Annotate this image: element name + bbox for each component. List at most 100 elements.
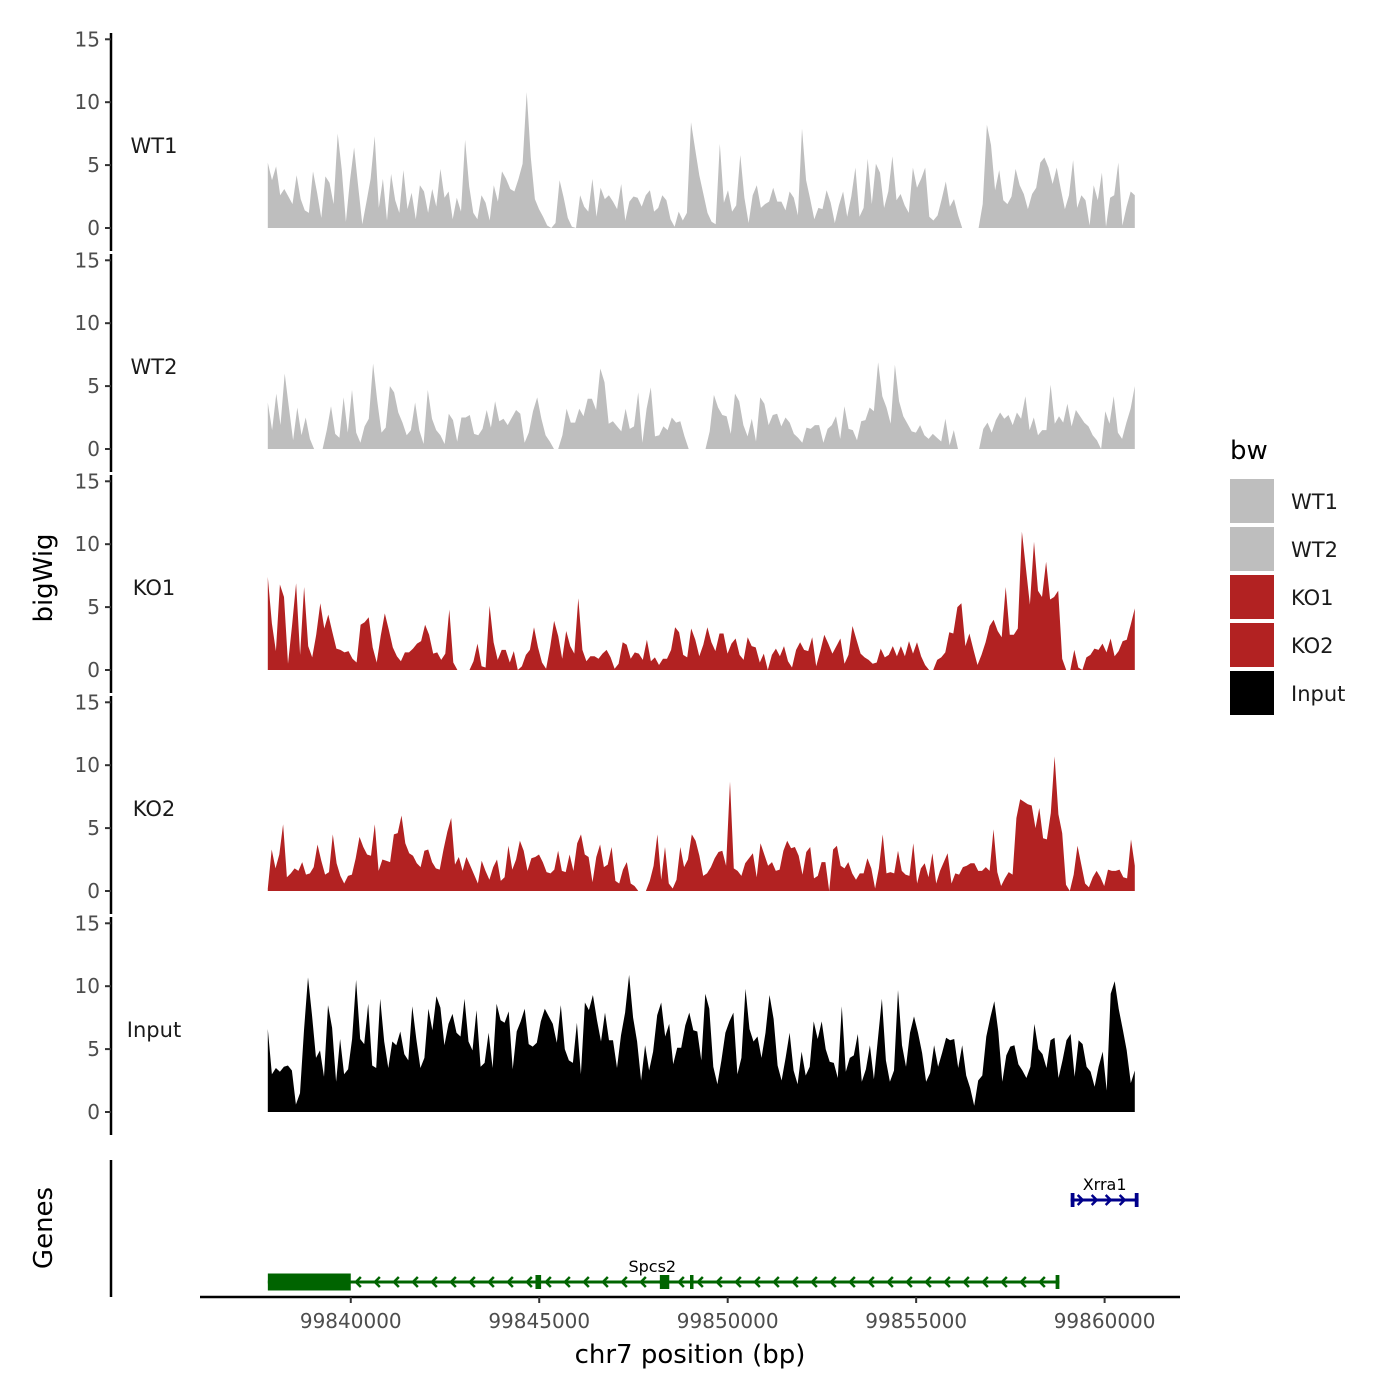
legend-label: WT1	[1291, 490, 1338, 514]
y-tick-label: 10	[75, 90, 100, 114]
track-label: KO2	[133, 797, 176, 821]
track-input: 0 5 10 15 Input	[75, 911, 1135, 1135]
y-axis-title: bigWig	[29, 533, 59, 622]
y-tick-label: 0	[87, 658, 100, 682]
y-tick-label: 0	[87, 216, 100, 240]
strand-arrow	[639, 1276, 647, 1288]
strand-arrow	[810, 1276, 818, 1288]
x-tick-label: 99850000	[677, 1309, 779, 1333]
legend-title: bw	[1230, 436, 1268, 466]
y-tick-label: 0	[87, 437, 100, 461]
y-tick-label: 15	[75, 248, 100, 272]
legend-label: Input	[1291, 682, 1345, 706]
y-tick-label: 0	[87, 1100, 100, 1124]
legend-swatch-input	[1230, 671, 1274, 715]
gene-exon	[1134, 1193, 1139, 1207]
strand-arrow	[620, 1276, 628, 1288]
y-tick-label: 10	[75, 974, 100, 998]
strand-arrow	[449, 1276, 457, 1288]
y-tick-label: 10	[75, 532, 100, 556]
strand-arrow	[772, 1276, 780, 1288]
y-tick-label: 15	[75, 690, 100, 714]
strand-arrow	[1104, 1194, 1113, 1206]
legend-label: KO1	[1291, 586, 1334, 610]
strand-arrow	[981, 1276, 989, 1288]
y-tick-label: 10	[75, 311, 100, 335]
strand-arrow	[487, 1276, 495, 1288]
strand-arrow	[696, 1276, 704, 1288]
y-tick-label: 10	[75, 753, 100, 777]
gene-spcs2: Spcs2	[267, 1257, 1060, 1291]
y-tick-label: 5	[87, 816, 100, 840]
strand-arrow	[943, 1276, 951, 1288]
strand-arrow	[829, 1276, 837, 1288]
strand-arrow	[1118, 1194, 1127, 1206]
signal-area-input	[267, 974, 1135, 1112]
strand-arrow	[734, 1276, 742, 1288]
x-axis: 99840000 99845000 99850000 99855000 99860000	[200, 1295, 1180, 1333]
track-wt1: 0 5 10 15 WT1	[75, 27, 1135, 251]
legend-swatch-wt2	[1230, 527, 1274, 571]
signal-area-wt2	[267, 362, 1135, 449]
gene-exon	[690, 1275, 694, 1289]
gene-exon	[1055, 1275, 1060, 1289]
track-wt2: 0 5 10 15 WT2	[75, 248, 1135, 472]
strand-arrow	[715, 1276, 723, 1288]
legend-label: KO2	[1291, 634, 1334, 658]
legend: bw WT1 WT2 KO1 KO2 Input	[1230, 436, 1345, 715]
y-tick-label: 5	[87, 374, 100, 398]
track-ko2: 0 5 10 15 KO2	[75, 690, 1135, 914]
x-axis-title: chr7 position (bp)	[575, 1340, 806, 1370]
strand-arrow	[430, 1276, 438, 1288]
strand-arrow	[791, 1276, 799, 1288]
gene-label: Spcs2	[628, 1257, 676, 1276]
strand-arrow	[867, 1276, 875, 1288]
genes-axis-title: Genes	[29, 1187, 59, 1269]
strand-arrow	[468, 1276, 476, 1288]
gene-exon	[1070, 1193, 1075, 1207]
y-tick-label: 15	[75, 469, 100, 493]
strand-arrow	[506, 1276, 514, 1288]
strand-arrow	[886, 1276, 894, 1288]
genes-panel: Spcs2 Xrra1	[109, 1160, 1139, 1297]
strand-arrow	[1019, 1276, 1027, 1288]
strand-arrow	[392, 1276, 400, 1288]
gene-exon	[659, 1275, 670, 1289]
x-tick-label: 99840000	[300, 1309, 402, 1333]
strand-arrow	[924, 1276, 932, 1288]
strand-arrow	[373, 1276, 381, 1288]
strand-arrow	[582, 1276, 590, 1288]
strand-arrow	[753, 1276, 761, 1288]
gene-exon	[267, 1273, 351, 1291]
gene-xrra1: Xrra1	[1070, 1175, 1139, 1207]
legend-swatch-ko2	[1230, 623, 1274, 667]
strand-arrow	[525, 1276, 533, 1288]
legend-label: WT2	[1291, 538, 1338, 562]
legend-swatch-wt1	[1230, 479, 1274, 523]
strand-arrow	[544, 1276, 552, 1288]
strand-arrow	[354, 1276, 362, 1288]
y-tick-label: 15	[75, 911, 100, 935]
track-label: WT1	[131, 134, 178, 158]
track-label: KO1	[133, 576, 176, 600]
gene-label: Xrra1	[1083, 1175, 1127, 1194]
strand-arrow	[848, 1276, 856, 1288]
strand-arrow	[1090, 1194, 1099, 1206]
track-label: WT2	[131, 355, 178, 379]
y-tick-label: 5	[87, 595, 100, 619]
legend-swatch-ko1	[1230, 575, 1274, 619]
strand-arrow	[1038, 1276, 1046, 1288]
strand-arrow	[601, 1276, 609, 1288]
y-tick-label: 15	[75, 27, 100, 51]
strand-arrow	[411, 1276, 419, 1288]
x-tick-label: 99860000	[1054, 1309, 1156, 1333]
y-tick-label: 5	[87, 1037, 100, 1061]
signal-area-ko2	[267, 756, 1135, 891]
y-tick-label: 0	[87, 879, 100, 903]
x-tick-label: 99855000	[865, 1309, 967, 1333]
strand-arrow	[563, 1276, 571, 1288]
gene-exon	[535, 1275, 542, 1289]
y-tick-label: 5	[87, 153, 100, 177]
x-tick-label: 99845000	[488, 1309, 590, 1333]
strand-arrow	[1076, 1194, 1085, 1206]
